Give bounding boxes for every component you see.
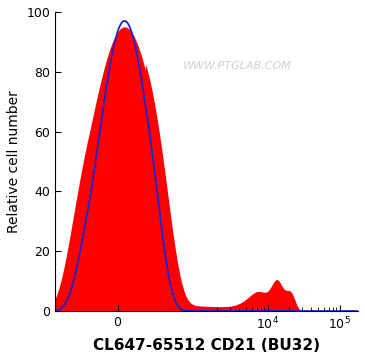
X-axis label: CL647-65512 CD21 (BU32): CL647-65512 CD21 (BU32) bbox=[93, 338, 320, 353]
Text: WWW.PTGLAB.COM: WWW.PTGLAB.COM bbox=[182, 61, 291, 71]
Y-axis label: Relative cell number: Relative cell number bbox=[7, 90, 21, 233]
